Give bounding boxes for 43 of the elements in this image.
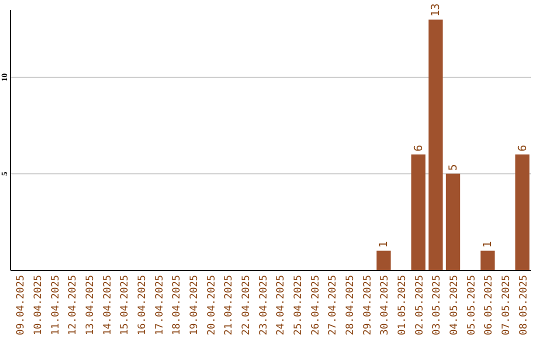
x-tick-label: 13.04.2025: [85, 275, 96, 336]
x-tick-label: 12.04.2025: [68, 275, 79, 336]
data-label: 13: [429, 3, 442, 17]
data-label: 1: [481, 241, 494, 248]
x-tick-label: 08.05.2025: [518, 275, 530, 336]
data-label: 6: [516, 144, 529, 152]
y-tick-label: 10: [0, 73, 9, 82]
x-tick-label: 02.05.2025: [414, 275, 426, 336]
x-tick-label: 29.04.2025: [362, 275, 374, 336]
x-tick-label: 28.04.2025: [345, 275, 356, 336]
bar: [446, 174, 460, 270]
data-label: 5: [446, 164, 460, 171]
x-tick-label: 17.04.2025: [154, 275, 166, 336]
x-tick-label: 18.04.2025: [172, 275, 183, 336]
x-tick-label: 10.04.2025: [33, 275, 44, 336]
x-tick-label: 20.04.2025: [206, 275, 218, 336]
bar: [411, 154, 426, 270]
x-tick-label: 30.04.2025: [380, 275, 391, 336]
x-tick-label: 24.04.2025: [276, 275, 287, 336]
x-tick-label: 06.05.2025: [484, 275, 495, 336]
x-tick-label: 07.05.2025: [501, 275, 512, 336]
bar: [515, 154, 530, 270]
x-tick-label: 11.04.2025: [50, 275, 62, 336]
bar: [428, 20, 443, 270]
x-tick-label: 22.04.2025: [241, 275, 252, 336]
x-tick-label: 03.05.2025: [432, 275, 443, 336]
bar: [376, 250, 391, 270]
data-label: 6: [412, 144, 425, 152]
x-tick-label: 26.04.2025: [310, 275, 322, 336]
data-label: 1: [377, 241, 390, 248]
x-tick-label: 15.04.2025: [120, 275, 131, 336]
x-tick-label: 27.04.2025: [328, 275, 339, 336]
x-tick-label: 16.04.2025: [137, 275, 148, 336]
x-tick-label: 23.04.2025: [258, 275, 270, 336]
x-tick-label: 05.05.2025: [466, 275, 478, 336]
x-tick-label: 25.04.2025: [293, 275, 304, 336]
x-tick-label: 01.05.2025: [397, 275, 408, 336]
bar: [480, 250, 495, 270]
x-tick-label: 09.04.2025: [16, 275, 27, 336]
x-tick-label: 04.05.2025: [449, 275, 460, 336]
x-tick-label: 14.04.2025: [102, 275, 114, 336]
x-tick-label: 19.04.2025: [189, 275, 200, 336]
x-tick-label: 21.04.2025: [224, 275, 235, 336]
